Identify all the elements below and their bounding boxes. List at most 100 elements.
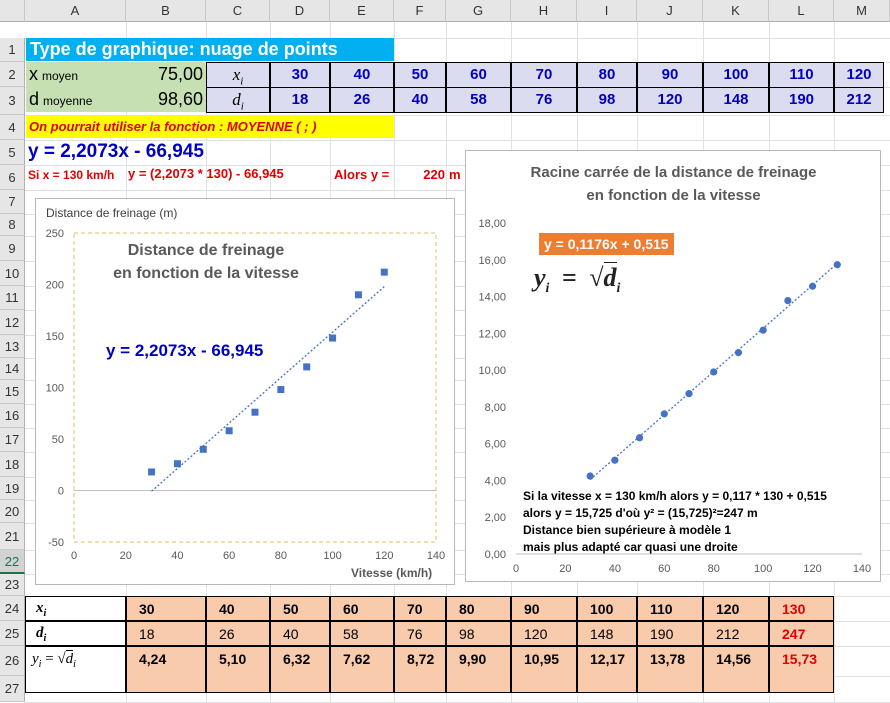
bottom-d-cell[interactable]: 18 bbox=[126, 621, 206, 646]
bottom-x-cell[interactable]: 80 bbox=[446, 596, 511, 621]
bottom-x-cell[interactable]: 130 bbox=[769, 596, 834, 621]
row-header-9[interactable]: 9 bbox=[0, 236, 25, 261]
row-header-8[interactable]: 8 bbox=[0, 214, 25, 236]
column-header-i[interactable]: I bbox=[577, 0, 637, 22]
bottom-d-cell[interactable]: 120 bbox=[511, 621, 577, 646]
di-value-cell[interactable]: 40 bbox=[394, 87, 446, 113]
bottom-d-cell[interactable]: 58 bbox=[330, 621, 394, 646]
row-header-19[interactable]: 19 bbox=[0, 477, 25, 500]
row-header-24[interactable]: 24 bbox=[0, 596, 25, 621]
row-header-4[interactable]: 4 bbox=[0, 115, 25, 140]
chart2-ytick-label: 8,00 bbox=[485, 402, 506, 414]
bottom-x-cell[interactable]: 70 bbox=[394, 596, 446, 621]
di-value-cell[interactable]: 190 bbox=[769, 87, 834, 113]
column-header-l[interactable]: L bbox=[769, 0, 834, 22]
bottom-x-cell[interactable]: 110 bbox=[637, 596, 703, 621]
select-all-corner[interactable] bbox=[0, 0, 25, 22]
xi-value-cell[interactable]: 40 bbox=[330, 62, 394, 88]
bottom-y-cell[interactable]: 7,62 bbox=[330, 646, 394, 693]
row-header-22[interactable]: 22 bbox=[0, 550, 25, 574]
bottom-y-cell[interactable]: 6,32 bbox=[270, 646, 330, 693]
row-header-17[interactable]: 17 bbox=[0, 428, 25, 452]
column-header-c[interactable]: C bbox=[206, 0, 270, 22]
row-header-21[interactable]: 21 bbox=[0, 523, 25, 550]
xi-value-cell[interactable]: 90 bbox=[637, 62, 703, 88]
row-header-11[interactable]: 11 bbox=[0, 286, 25, 310]
bottom-y-cell[interactable]: 13,78 bbox=[637, 646, 703, 693]
row-header-25[interactable]: 25 bbox=[0, 621, 25, 646]
column-header-b[interactable]: B bbox=[126, 0, 206, 22]
row-header-5[interactable]: 5 bbox=[0, 140, 25, 165]
x-mean-value[interactable]: 75,00 bbox=[126, 62, 206, 87]
column-header-j[interactable]: J bbox=[637, 0, 703, 22]
bottom-y-cell[interactable]: 9,90 bbox=[446, 646, 511, 693]
chart-sqrt-distance[interactable]: 18,00 16,00 14,00 12,00 10,00 8,00 6,00 4,00 2,0… bbox=[465, 150, 881, 582]
bottom-y-cell[interactable]: 5,10 bbox=[206, 646, 270, 693]
di-value-cell[interactable]: 26 bbox=[330, 87, 394, 113]
row-header-18[interactable]: 18 bbox=[0, 452, 25, 477]
row-header-13[interactable]: 13 bbox=[0, 335, 25, 358]
row-header-7[interactable]: 7 bbox=[0, 190, 25, 214]
di-value-cell[interactable]: 76 bbox=[511, 87, 577, 113]
grid-hline bbox=[25, 452, 890, 453]
xi-value-cell[interactable]: 70 bbox=[511, 62, 577, 88]
xi-value-cell[interactable]: 100 bbox=[703, 62, 769, 88]
column-header-k[interactable]: K bbox=[703, 0, 769, 22]
row-header-27[interactable]: 27 bbox=[0, 676, 25, 702]
chart-braking-distance[interactable]: 250 200 150 100 50 0 -50 0 20 40 60 80 100 120 140 Dis… bbox=[35, 198, 455, 585]
xi-value-cell[interactable]: 120 bbox=[834, 62, 884, 88]
column-header-g[interactable]: G bbox=[446, 0, 511, 22]
row-header-6[interactable]: 6 bbox=[0, 165, 25, 190]
column-header-m[interactable]: M bbox=[834, 0, 890, 22]
di-value-cell[interactable]: 148 bbox=[703, 87, 769, 113]
column-header-d[interactable]: D bbox=[270, 0, 330, 22]
bottom-x-cell[interactable]: 60 bbox=[330, 596, 394, 621]
bottom-d-cell[interactable]: 26 bbox=[206, 621, 270, 646]
bottom-d-cell[interactable]: 148 bbox=[577, 621, 637, 646]
di-value-cell[interactable]: 58 bbox=[446, 87, 511, 113]
row-header-12[interactable]: 12 bbox=[0, 310, 25, 335]
xi-value-cell[interactable]: 50 bbox=[394, 62, 446, 88]
d-mean-value[interactable]: 98,60 bbox=[126, 87, 206, 112]
bottom-d-cell[interactable]: 76 bbox=[394, 621, 446, 646]
bottom-d-cell[interactable]: 247 bbox=[769, 621, 834, 646]
xi-value-cell[interactable]: 30 bbox=[270, 62, 330, 88]
bottom-y-cell[interactable]: 8,72 bbox=[394, 646, 446, 693]
row-header-16[interactable]: 16 bbox=[0, 404, 25, 428]
bottom-x-cell[interactable]: 50 bbox=[270, 596, 330, 621]
bottom-d-cell[interactable]: 190 bbox=[637, 621, 703, 646]
row-header-26[interactable]: 26 bbox=[0, 646, 25, 676]
row-header-15[interactable]: 15 bbox=[0, 380, 25, 404]
di-value-cell[interactable]: 98 bbox=[577, 87, 637, 113]
row-header-20[interactable]: 20 bbox=[0, 500, 25, 523]
row-header-23[interactable]: 23 bbox=[0, 574, 25, 596]
bottom-x-cell[interactable]: 120 bbox=[703, 596, 769, 621]
bottom-x-cell[interactable]: 90 bbox=[511, 596, 577, 621]
column-header-e[interactable]: E bbox=[330, 0, 394, 22]
bottom-y-cell[interactable]: 14,56 bbox=[703, 646, 769, 693]
column-header-a[interactable]: A bbox=[25, 0, 126, 22]
di-value-cell[interactable]: 18 bbox=[270, 87, 330, 113]
bottom-y-cell[interactable]: 4,24 bbox=[126, 646, 206, 693]
bottom-d-cell[interactable]: 212 bbox=[703, 621, 769, 646]
bottom-x-cell[interactable]: 30 bbox=[126, 596, 206, 621]
row-header-3[interactable]: 3 bbox=[0, 87, 25, 115]
di-value-cell[interactable]: 212 bbox=[834, 87, 884, 113]
bottom-d-cell[interactable]: 98 bbox=[446, 621, 511, 646]
row-header-14[interactable]: 14 bbox=[0, 358, 25, 380]
bottom-d-cell[interactable]: 40 bbox=[270, 621, 330, 646]
xi-value-cell[interactable]: 110 bbox=[769, 62, 834, 88]
column-header-h[interactable]: H bbox=[511, 0, 577, 22]
bottom-y-cell[interactable]: 12,17 bbox=[577, 646, 637, 693]
bottom-y-cell[interactable]: 15,73 bbox=[769, 646, 834, 693]
bottom-x-cell[interactable]: 100 bbox=[577, 596, 637, 621]
bottom-y-cell[interactable]: 10,95 bbox=[511, 646, 577, 693]
row-header-2[interactable]: 2 bbox=[0, 62, 25, 87]
xi-value-cell[interactable]: 80 bbox=[577, 62, 637, 88]
row-header-10[interactable]: 10 bbox=[0, 261, 25, 286]
column-header-f[interactable]: F bbox=[394, 0, 446, 22]
row-header-1[interactable]: 1 bbox=[0, 38, 25, 62]
bottom-x-cell[interactable]: 40 bbox=[206, 596, 270, 621]
xi-value-cell[interactable]: 60 bbox=[446, 62, 511, 88]
di-value-cell[interactable]: 120 bbox=[637, 87, 703, 113]
